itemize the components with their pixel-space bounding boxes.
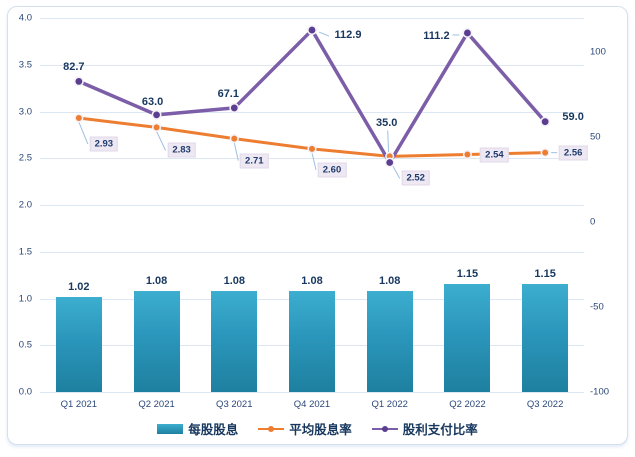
legend-line-swatch: [371, 424, 398, 434]
purple-line-point-1: [151, 109, 162, 120]
avg-yield-label: 2.71: [240, 153, 269, 169]
gridline: [40, 18, 584, 19]
x-axis-label: Q3 2022: [526, 399, 564, 410]
purple-line-point-5: [462, 27, 473, 38]
purple-line-point-2: [229, 102, 240, 113]
payout-ratio-label: 111.2: [423, 29, 450, 42]
bar-value-label: 1.15: [456, 268, 479, 281]
bar-value-label: 1.15: [534, 268, 556, 281]
payout-ratio-label: 112.9: [334, 29, 362, 42]
y-axis-left-tick: 0.5: [18, 339, 32, 351]
gridline: [40, 111, 584, 113]
x-axis-label: Q3 2021: [216, 399, 253, 410]
bar-value-label: 1.08: [301, 275, 323, 288]
orange-line-point-1: [151, 122, 162, 132]
y-axis-right-tick: 50: [590, 131, 601, 143]
y-axis-right-tick: 100: [590, 46, 606, 58]
bar-q2-2021: [133, 291, 180, 392]
payout-ratio-label: 67.1: [217, 87, 239, 100]
payout-ratio-label: 35.0: [375, 116, 398, 129]
y-axis-left-tick: 3.5: [18, 59, 32, 71]
y-axis-left-tick: 2.0: [18, 199, 32, 211]
purple-line-point-0: [73, 76, 84, 87]
legend-item-1: 平均股息率: [258, 419, 352, 438]
y-axis-left-tick: 1.0: [18, 293, 32, 304]
y-axis-left-tick: 1.5: [18, 246, 32, 258]
orange-line-point-6: [540, 148, 550, 158]
x-axis-label: Q2 2022: [449, 399, 486, 410]
legend-item-2: 股利支付比率: [371, 419, 478, 438]
legend-label: 每股股息: [188, 423, 239, 437]
purple-line-point-4: [384, 157, 395, 168]
purple-line-point-6: [540, 116, 551, 127]
y-axis-left-tick: 0.0: [18, 386, 32, 398]
legend: 每股股息 平均股息率 股利支付比率: [0, 419, 635, 438]
avg-yield-label: 2.83: [167, 142, 196, 158]
avg-yield-label: 2.54: [480, 147, 509, 162]
avg-yield-label: 2.93: [89, 136, 119, 152]
x-axis-label: Q1 2021: [60, 399, 98, 410]
bar-q4-2021: [289, 291, 335, 392]
avg-yield-label: 2.60: [317, 162, 347, 178]
x-axis-label: Q4 2021: [293, 399, 331, 410]
gridline: [40, 158, 584, 160]
payout-ratio-label: 59.0: [562, 110, 584, 123]
legend-label: 平均股息率: [289, 423, 352, 437]
orange-line-point-0: [74, 113, 84, 123]
orange-line-point-5: [462, 149, 473, 160]
orange-line-point-3: [307, 144, 317, 154]
bar-q1-2022: [366, 291, 413, 392]
bar-value-label: 1.08: [223, 275, 245, 288]
y-axis-left-tick: 4.0: [18, 12, 32, 24]
payout-ratio-label: 63.0: [141, 95, 164, 108]
bar-q1-2021: [55, 296, 102, 392]
y-axis-left-tick: 2.5: [18, 152, 32, 164]
purple-line-point-3: [306, 25, 317, 36]
y-axis-right-tick: -50: [590, 301, 604, 313]
x-axis-label: Q1 2022: [371, 399, 408, 410]
gridline: [40, 64, 584, 66]
y-axis-right-tick: 0: [590, 216, 596, 228]
avg-yield-label: 2.56: [558, 145, 588, 161]
legend-line-swatch: [258, 424, 285, 434]
bar-value-label: 1.02: [68, 280, 90, 293]
payout-ratio-label: 82.7: [63, 61, 85, 74]
legend-label: 股利支付比率: [402, 423, 478, 437]
bar-q2-2022: [444, 284, 491, 392]
bar-q3-2021: [211, 291, 258, 392]
legend-bar-swatch: [157, 423, 184, 434]
bar-q3-2022: [522, 284, 569, 392]
x-axis-label: Q2 2021: [138, 399, 175, 410]
gridline: [40, 205, 584, 206]
avg-yield-label: 2.52: [401, 170, 430, 186]
legend-item-0: 每股股息: [157, 419, 238, 438]
gridline: [40, 251, 584, 253]
y-axis-right-tick: -100: [590, 386, 610, 398]
y-axis-left-tick: 3.0: [18, 106, 32, 117]
gridline: [40, 392, 584, 393]
bar-value-label: 1.08: [378, 275, 401, 288]
orange-line-point-2: [229, 134, 239, 144]
bar-value-label: 1.08: [145, 275, 168, 288]
